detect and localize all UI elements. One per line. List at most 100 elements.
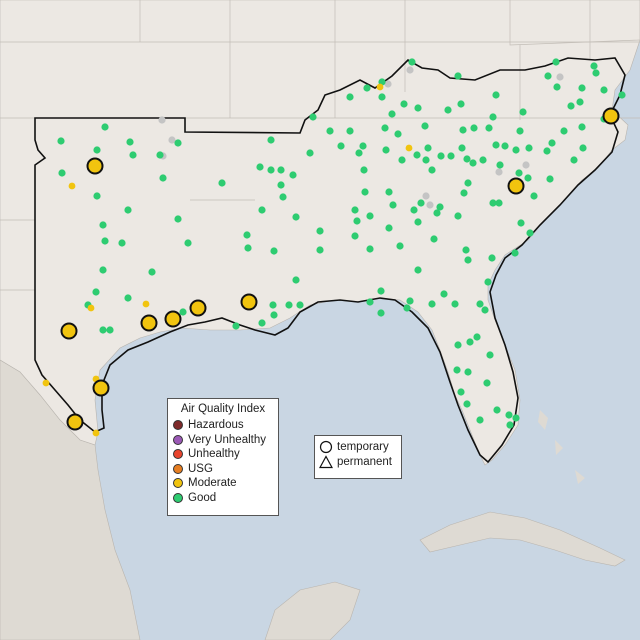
station-good[interactable] [408, 58, 416, 66]
station-good[interactable] [410, 206, 418, 214]
station-good[interactable] [106, 326, 114, 334]
station-good[interactable] [269, 301, 277, 309]
station-moderate[interactable] [87, 304, 95, 312]
station-good[interactable] [414, 104, 422, 112]
station-good[interactable] [366, 245, 374, 253]
station-good[interactable] [296, 301, 304, 309]
station-good[interactable] [289, 171, 297, 179]
station-good[interactable] [476, 300, 484, 308]
station-good[interactable] [93, 146, 101, 154]
station-good[interactable] [454, 341, 462, 349]
station-good[interactable] [492, 141, 500, 149]
station-good[interactable] [422, 156, 430, 164]
station-good[interactable] [517, 219, 525, 227]
station-good[interactable] [99, 326, 107, 334]
station-good[interactable] [460, 189, 468, 197]
station-good[interactable] [179, 308, 187, 316]
station-good[interactable] [525, 144, 533, 152]
station-nodata[interactable] [384, 80, 392, 88]
station-good[interactable] [396, 242, 404, 250]
station-good[interactable] [578, 84, 586, 92]
station-good[interactable] [101, 123, 109, 131]
station-moderate-large[interactable] [602, 107, 620, 125]
station-moderate[interactable] [92, 429, 100, 437]
station-good[interactable] [267, 166, 275, 174]
station-moderate-large[interactable] [240, 293, 258, 311]
station-good[interactable] [506, 421, 514, 429]
station-good[interactable] [148, 268, 156, 276]
station-good[interactable] [444, 106, 452, 114]
station-nodata[interactable] [158, 116, 166, 124]
station-good[interactable] [124, 206, 132, 214]
station-good[interactable] [351, 206, 359, 214]
station-good[interactable] [316, 246, 324, 254]
station-good[interactable] [546, 175, 554, 183]
station-good[interactable] [489, 199, 497, 207]
station-good[interactable] [469, 159, 477, 167]
station-good[interactable] [377, 287, 385, 295]
station-good[interactable] [530, 192, 538, 200]
station-good[interactable] [463, 155, 471, 163]
station-good[interactable] [118, 239, 126, 247]
station-moderate[interactable] [68, 182, 76, 190]
station-good[interactable] [394, 130, 402, 138]
station-moderate-large[interactable] [164, 310, 182, 328]
station-good[interactable] [366, 212, 374, 220]
station-good[interactable] [129, 151, 137, 159]
station-good[interactable] [398, 156, 406, 164]
station-good[interactable] [232, 322, 240, 330]
station-good[interactable] [495, 199, 503, 207]
station-good[interactable] [361, 188, 369, 196]
station-good[interactable] [285, 301, 293, 309]
station-good[interactable] [516, 127, 524, 135]
station-good[interactable] [492, 91, 500, 99]
station-good[interactable] [590, 62, 598, 70]
station-nodata[interactable] [406, 66, 414, 74]
station-good[interactable] [244, 244, 252, 252]
station-good[interactable] [366, 298, 374, 306]
station-good[interactable] [424, 144, 432, 152]
station-good[interactable] [355, 149, 363, 157]
station-good[interactable] [479, 156, 487, 164]
station-good[interactable] [459, 126, 467, 134]
station-good[interactable] [359, 142, 367, 150]
station-good[interactable] [428, 166, 436, 174]
station-moderate-large[interactable] [60, 322, 78, 340]
station-moderate-large[interactable] [86, 157, 104, 175]
station-good[interactable] [292, 213, 300, 221]
station-good[interactable] [417, 199, 425, 207]
station-good[interactable] [483, 379, 491, 387]
station-good[interactable] [496, 161, 504, 169]
station-good[interactable] [377, 309, 385, 317]
station-good[interactable] [279, 193, 287, 201]
station-good[interactable] [99, 221, 107, 229]
station-good[interactable] [553, 83, 561, 91]
station-good[interactable] [256, 163, 264, 171]
station-good[interactable] [512, 146, 520, 154]
station-good[interactable] [433, 209, 441, 217]
station-good[interactable] [463, 400, 471, 408]
station-good[interactable] [548, 139, 556, 147]
station-good[interactable] [360, 166, 368, 174]
station-good[interactable] [464, 368, 472, 376]
station-good[interactable] [560, 127, 568, 135]
station-good[interactable] [93, 192, 101, 200]
station-good[interactable] [567, 102, 575, 110]
station-good[interactable] [306, 149, 314, 157]
station-good[interactable] [470, 124, 478, 132]
station-moderate-large[interactable] [140, 314, 158, 332]
station-good[interactable] [579, 144, 587, 152]
station-good[interactable] [385, 224, 393, 232]
station-good[interactable] [486, 351, 494, 359]
station-good[interactable] [454, 72, 462, 80]
station-good[interactable] [292, 276, 300, 284]
station-good[interactable] [576, 98, 584, 106]
station-good[interactable] [570, 156, 578, 164]
station-good[interactable] [316, 227, 324, 235]
station-moderate-large[interactable] [507, 177, 525, 195]
station-good[interactable] [454, 212, 462, 220]
station-good[interactable] [385, 188, 393, 196]
station-good[interactable] [511, 249, 519, 257]
station-good[interactable] [57, 137, 65, 145]
station-good[interactable] [526, 229, 534, 237]
